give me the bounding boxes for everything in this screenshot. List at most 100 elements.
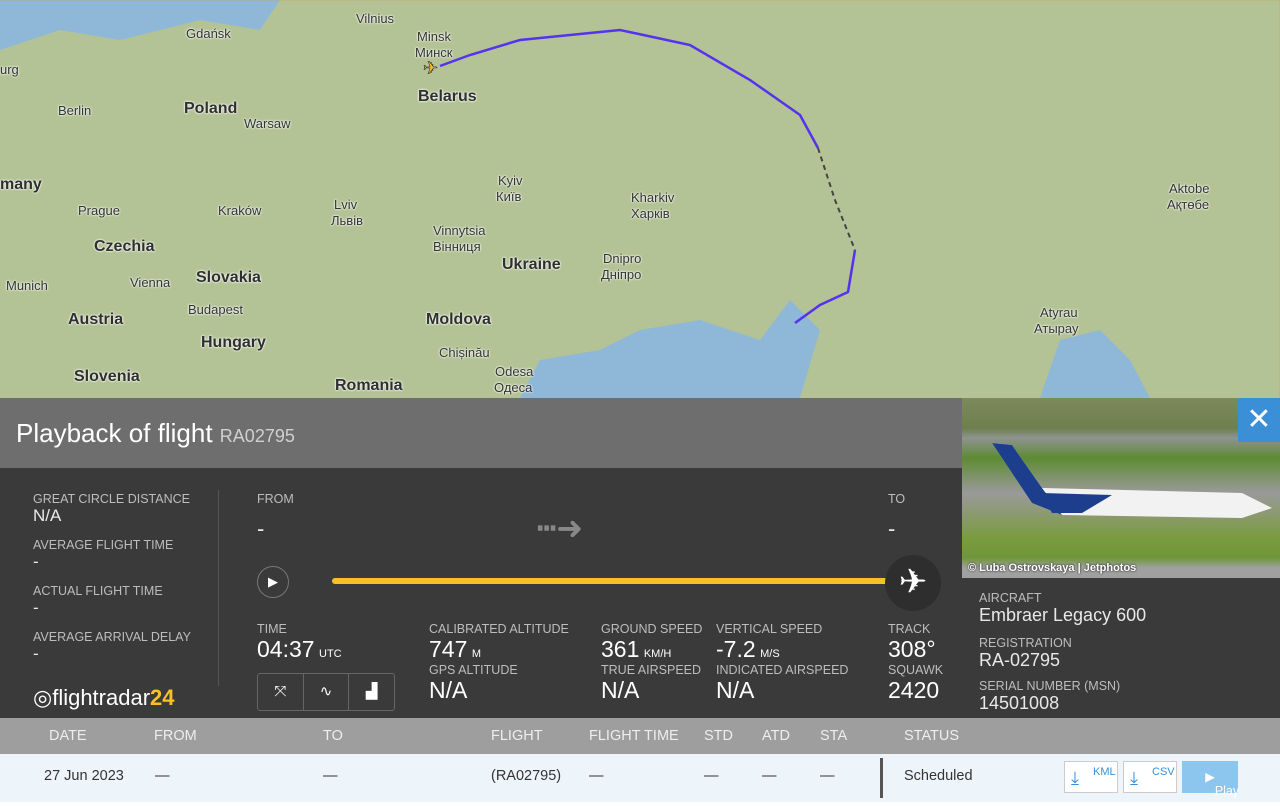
slider-handle-plane-icon[interactable]: ✈ bbox=[885, 555, 941, 611]
vs-value: -7.2 bbox=[716, 636, 756, 662]
map-label: Kraków bbox=[218, 203, 262, 218]
map-label: Київ bbox=[496, 189, 522, 204]
map-label: Slovenia bbox=[74, 368, 140, 385]
stat-label: AVERAGE FLIGHT TIME bbox=[33, 538, 174, 552]
download-csv-button[interactable]: ⤓ CSV bbox=[1123, 761, 1177, 793]
map-label: Lviv bbox=[334, 197, 358, 212]
track-block: TRACK 308° SQUAWK 2420 bbox=[888, 622, 943, 704]
col-sta: STA bbox=[820, 728, 848, 744]
download-kml-button[interactable]: ⤓ KML bbox=[1064, 761, 1118, 793]
baltic-sea bbox=[0, 0, 280, 50]
aircraft-marker-icon: ✈ bbox=[423, 58, 438, 78]
vs-label: VERTICAL SPEED bbox=[716, 622, 823, 636]
vs-block: VERTICAL SPEED -7.2 M/S INDICATED AIRSPE… bbox=[716, 622, 848, 704]
map-label: Vienna bbox=[130, 275, 171, 290]
map-label: Vilnius bbox=[356, 11, 395, 26]
cell-sta: — bbox=[820, 768, 835, 784]
stats-column: GREAT CIRCLE DISTANCE N/A AVERAGE FLIGHT… bbox=[33, 492, 191, 664]
tas-value: N/A bbox=[601, 677, 640, 703]
route-arrow-icon: ┅➜ bbox=[537, 510, 584, 546]
cell-to: — bbox=[323, 768, 338, 784]
squawk-label: SQUAWK bbox=[888, 663, 944, 677]
speed-block: GROUND SPEED 361 KM/H TRUE AIRSPEED N/A bbox=[601, 622, 702, 704]
time-value: 04:37 bbox=[257, 636, 315, 662]
map-label: Одеса bbox=[494, 380, 533, 395]
altitude-block: CALIBRATED ALTITUDE 747 M GPS ALTITUDE N… bbox=[429, 622, 569, 704]
map-label: Warsaw bbox=[244, 116, 291, 131]
flight-track-end bbox=[794, 249, 857, 325]
col-atd: ATD bbox=[762, 728, 790, 744]
map[interactable]: ✈ Vilnius Gdańsk Minsk Минск Belarus urg Berli… bbox=[0, 0, 1280, 398]
gs-label: GROUND SPEED bbox=[601, 622, 703, 636]
map-label: Львів bbox=[331, 213, 364, 228]
title-text: Playback of flight bbox=[16, 418, 213, 448]
cell-from: — bbox=[155, 768, 170, 784]
map-label: Prague bbox=[78, 203, 120, 218]
cell-status: Scheduled bbox=[904, 768, 973, 784]
map-label: Kyiv bbox=[498, 173, 523, 188]
aircraft-photo[interactable]: © Luba Ostrovskaya | Jetphotos bbox=[962, 398, 1280, 578]
map-label: Chișinău bbox=[439, 345, 490, 360]
stat-label: GREAT CIRCLE DISTANCE bbox=[33, 492, 190, 506]
to-value: - bbox=[888, 516, 896, 541]
map-label: Kharkiv bbox=[631, 190, 675, 205]
stat-value: N/A bbox=[33, 506, 62, 525]
chart-icon[interactable]: ▟ bbox=[365, 683, 378, 700]
view-tools: ⤧ ∿ ▟ bbox=[257, 673, 395, 711]
cal-alt-unit: M bbox=[471, 648, 481, 660]
table-row[interactable]: 27 Jun 2023 — — (RA02795) — — — — Schedu… bbox=[0, 754, 1280, 802]
map-label: Ukraine bbox=[502, 256, 561, 273]
stat-value: - bbox=[33, 552, 39, 571]
play-flight-button[interactable]: ▶ Play bbox=[1182, 761, 1239, 798]
map-label: Slovakia bbox=[196, 269, 261, 286]
logo-text: flightradar bbox=[52, 685, 151, 710]
track-value: 308° bbox=[888, 636, 936, 662]
table-header: DATE FROM TO FLIGHT FLIGHT TIME STD ATD … bbox=[0, 718, 1280, 754]
from-value: - bbox=[257, 516, 265, 541]
fit-view-icon[interactable]: ⤧ bbox=[258, 674, 304, 710]
play-button[interactable]: ▶ bbox=[257, 566, 289, 598]
cal-alt-label: CALIBRATED ALTITUDE bbox=[429, 622, 569, 636]
aircraft-label: AIRCRAFT bbox=[979, 591, 1042, 605]
col-status: STATUS bbox=[904, 728, 960, 744]
map-label: Минск bbox=[415, 45, 453, 60]
map-label: many bbox=[0, 176, 42, 193]
stat-label: ACTUAL FLIGHT TIME bbox=[33, 584, 163, 598]
map-label: Belarus bbox=[418, 88, 477, 105]
aircraft-details: AIRCRAFT Embraer Legacy 600 REGISTRATION… bbox=[979, 591, 1146, 714]
map-label: Дніпро bbox=[601, 267, 642, 282]
download-icon: ⤓ bbox=[1130, 768, 1138, 788]
tas-label: TRUE AIRSPEED bbox=[601, 663, 702, 677]
from-label: FROM bbox=[257, 492, 294, 506]
track-label: TRACK bbox=[888, 622, 931, 636]
flightradar24-logo: ◎flightradar24 bbox=[33, 685, 175, 710]
cell-flight[interactable]: (RA02795) bbox=[491, 768, 562, 784]
photo-credit[interactable]: © Luba Ostrovskaya | Jetphotos bbox=[968, 562, 1137, 574]
cal-alt-value: 747 bbox=[429, 636, 468, 662]
kml-label: KML bbox=[1093, 766, 1116, 778]
registration-value: RA-02795 bbox=[979, 650, 1061, 670]
map-label: Атырау bbox=[1034, 321, 1079, 336]
map-label: Gdańsk bbox=[186, 26, 231, 41]
ias-value: N/A bbox=[716, 677, 755, 703]
msn-label: SERIAL NUMBER (MSN) bbox=[979, 679, 1121, 693]
caspian-sea bbox=[1040, 330, 1150, 398]
stat-value: - bbox=[33, 644, 39, 663]
route-icon[interactable]: ∿ bbox=[304, 674, 350, 710]
map-label: Вінниця bbox=[433, 239, 481, 254]
divider bbox=[218, 490, 219, 686]
col-to: TO bbox=[323, 728, 343, 744]
close-icon[interactable]: ✕ bbox=[1238, 398, 1280, 442]
map-label: Aktobe bbox=[1169, 181, 1210, 196]
to-label: TO bbox=[888, 492, 906, 506]
col-flight-time: FLIGHT TIME bbox=[589, 728, 679, 744]
registration-label: REGISTRATION bbox=[979, 636, 1072, 650]
map-label: Austria bbox=[68, 311, 124, 328]
flight-number: RA02795 bbox=[219, 426, 295, 446]
time-label: TIME bbox=[257, 622, 287, 636]
playback-slider[interactable] bbox=[332, 578, 914, 584]
flight-track-line bbox=[439, 28, 820, 149]
cell-flight-time: — bbox=[589, 768, 604, 784]
cell-std: — bbox=[704, 768, 719, 784]
stat-value: - bbox=[33, 598, 39, 617]
